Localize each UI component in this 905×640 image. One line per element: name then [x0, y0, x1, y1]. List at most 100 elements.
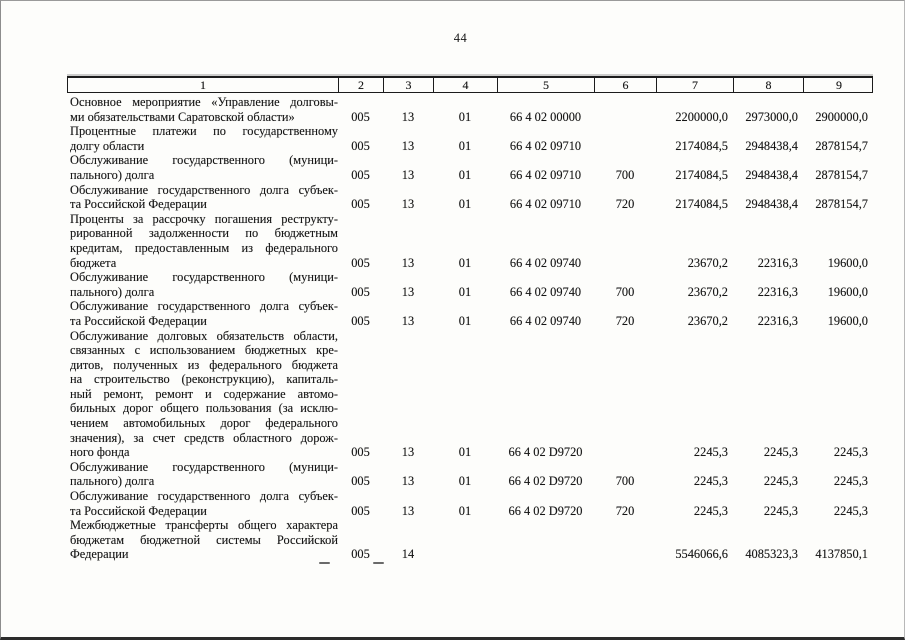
- table-row: Обслуживание государственного (муници-па…: [67, 460, 873, 489]
- row-name: Проценты за рассрочку погашения реструкт…: [67, 212, 338, 270]
- row-name-line: Процентные платежи по государственному: [70, 124, 338, 139]
- row-cell: 2948438,4: [745, 167, 798, 182]
- row-cell: 005: [351, 284, 370, 299]
- row-cell: 13: [401, 255, 415, 270]
- row-cell: 13: [401, 138, 415, 153]
- row-cell: 01: [458, 313, 472, 328]
- row-name-line: дитов, полученных из федерального бюджет…: [70, 357, 338, 372]
- row-name: Обслуживание долговых обязательств облас…: [67, 329, 338, 460]
- row-cell: 2245,3: [763, 503, 798, 518]
- row-cell: 22316,3: [757, 255, 798, 270]
- row-cell: 720: [615, 313, 635, 328]
- row-cell: 23670,2: [687, 284, 728, 299]
- row-name-line: пального) долга: [70, 474, 155, 489]
- row-cell: 01: [458, 503, 472, 518]
- row-name-line: Обслуживание государственного (муници-: [70, 153, 338, 168]
- row-cell: 2245,3: [833, 474, 868, 489]
- row-cell: 005: [351, 138, 370, 153]
- row-name-line: ми обязательствами Саратовской области»: [70, 109, 295, 124]
- row-cell: 66 4 02 09710: [509, 138, 582, 153]
- row-cell: 13: [401, 445, 415, 460]
- row-cell: 13: [401, 474, 415, 489]
- row-name-line: та Российской Федерации: [70, 197, 207, 212]
- row-cell: 13: [401, 109, 415, 124]
- row-cell: 13: [401, 284, 415, 299]
- row-cell: 2878154,7: [815, 138, 868, 153]
- row-cell: 66 4 02 D9720: [508, 503, 583, 518]
- row-name-line: Обслуживание государственного (муници-: [70, 459, 338, 474]
- row-cell: 005: [351, 197, 370, 212]
- row-cell: 01: [458, 255, 472, 270]
- row-name-line: долгу области: [70, 138, 145, 153]
- row-cell: 005: [351, 313, 370, 328]
- row-cell: 2973000,0: [745, 109, 798, 124]
- header-cell: 2: [339, 78, 384, 92]
- row-cell: 01: [458, 284, 472, 299]
- row-name-line: Межбюджетные трансферты общего характера: [70, 518, 338, 533]
- scan-artifact-dash: [373, 562, 384, 564]
- row-cell: 2174084,5: [675, 167, 728, 182]
- row-cell: 19600,0: [827, 284, 868, 299]
- row-name: Обслуживание государственного (муници-па…: [67, 153, 338, 182]
- row-cell: 01: [458, 474, 472, 489]
- table-row: Обслуживание государственного долга субъ…: [67, 299, 873, 328]
- row-cell: 22316,3: [757, 313, 798, 328]
- row-name-line: Обслуживание государственного долга субъ…: [70, 182, 338, 197]
- row-cell: 23670,2: [687, 313, 728, 328]
- table-row: Обслуживание государственного (муници-па…: [67, 153, 873, 182]
- row-name-line: пального) долга: [70, 167, 155, 182]
- row-name-line: та Российской Федерации: [70, 313, 207, 328]
- row-name: Обслуживание государственного долга субъ…: [67, 183, 338, 212]
- row-cell: 005: [351, 445, 370, 460]
- row-name-line: Основное мероприятие «Управление долговы…: [70, 95, 338, 109]
- row-cell: 01: [458, 138, 472, 153]
- row-cell: 01: [458, 197, 472, 212]
- row-cell: 66 4 02 09740: [509, 255, 582, 270]
- row-name-line: Проценты за рассрочку погашения реструкт…: [70, 211, 338, 226]
- row-cell: 13: [401, 167, 415, 182]
- row-name-line: Федерации: [70, 547, 129, 562]
- row-cell: 2948438,4: [745, 197, 798, 212]
- row-cell: 01: [458, 167, 472, 182]
- row-cell: 720: [615, 503, 635, 518]
- row-cell: 2245,3: [763, 474, 798, 489]
- row-name-line: ный ремонт, ремонт и содержание автомо-: [70, 386, 338, 401]
- row-cell: 2245,3: [833, 503, 868, 518]
- row-cell: 2948438,4: [745, 138, 798, 153]
- row-cell: 2245,3: [833, 445, 868, 460]
- row-cell: 66 4 02 00000: [509, 109, 582, 124]
- row-name: Межбюджетные трансферты общего характера…: [67, 518, 338, 562]
- header-cell: 9: [836, 78, 842, 92]
- row-cell: 005: [351, 109, 370, 124]
- table-row: Обслуживание государственного долга субъ…: [67, 489, 873, 518]
- row-cell: 5546066,6: [675, 547, 728, 562]
- row-cell: 01: [458, 445, 472, 460]
- row-name-line: Обслуживание государственного (муници-: [70, 270, 338, 285]
- row-name-line: та Российской Федерации: [70, 503, 207, 518]
- row-cell: 4085323,3: [745, 547, 798, 562]
- row-cell: 700: [615, 167, 635, 182]
- row-cell: 2245,3: [693, 503, 728, 518]
- header-cell: 3: [384, 78, 434, 92]
- row-cell: 2878154,7: [815, 197, 868, 212]
- row-name: Обслуживание государственного (муници-па…: [67, 460, 338, 489]
- header-cell: 4: [434, 78, 498, 92]
- table-row: Процентные платежи по государственному до…: [67, 124, 873, 153]
- row-name-line: бильных дорог общего пользования (за иск…: [70, 401, 338, 416]
- row-cell: 66 4 02 D9720: [508, 474, 583, 489]
- table-row: Обслуживание государственного (муници-па…: [67, 270, 873, 299]
- row-cell: 2200000,0: [675, 109, 728, 124]
- row-name-line: Обслуживание государственного долга субъ…: [70, 299, 338, 314]
- row-name-line: Обслуживание долговых обязательств облас…: [70, 328, 338, 343]
- row-name: Обслуживание государственного долга субъ…: [67, 299, 338, 328]
- row-name-line: бюджета: [70, 255, 117, 270]
- row-cell: 13: [401, 313, 415, 328]
- row-cell: 005: [351, 255, 370, 270]
- row-cell: 2174084,5: [675, 138, 728, 153]
- page-number: 44: [453, 31, 468, 45]
- row-cell: 700: [615, 284, 635, 299]
- table-body: Основное мероприятие «Управление долговы…: [67, 93, 873, 562]
- table-row: Основное мероприятие «Управление долговы…: [67, 95, 873, 124]
